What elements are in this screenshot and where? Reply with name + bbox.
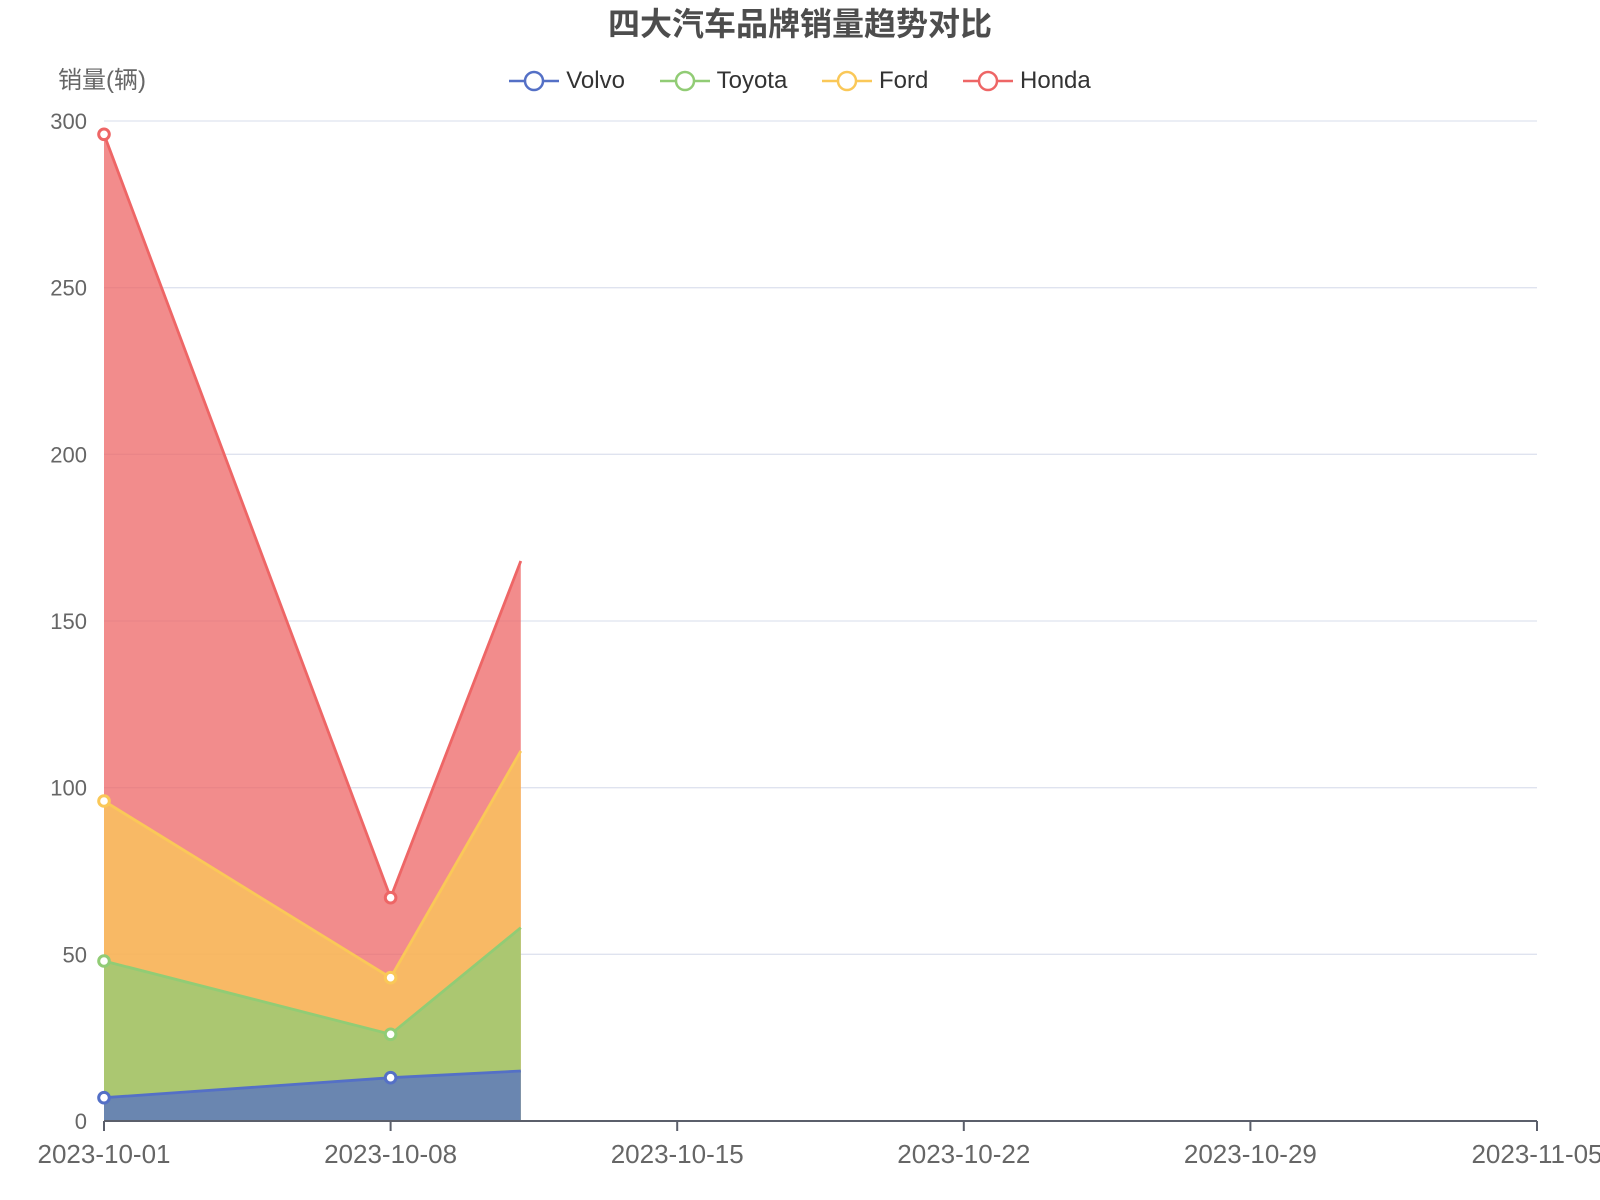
svg-text:250: 250	[50, 276, 87, 301]
svg-text:100: 100	[50, 776, 87, 801]
svg-text:2023-11-05: 2023-11-05	[1471, 1139, 1600, 1169]
svg-text:2023-10-15: 2023-10-15	[611, 1139, 744, 1169]
svg-text:2023-10-08: 2023-10-08	[324, 1139, 457, 1169]
svg-text:150: 150	[50, 609, 87, 634]
svg-text:2023-10-22: 2023-10-22	[897, 1139, 1030, 1169]
svg-text:300: 300	[50, 109, 87, 134]
svg-text:2023-10-29: 2023-10-29	[1184, 1139, 1317, 1169]
svg-text:2023-10-01: 2023-10-01	[38, 1139, 171, 1169]
svg-text:0: 0	[75, 1109, 87, 1134]
svg-text:50: 50	[63, 942, 87, 967]
svg-text:200: 200	[50, 442, 87, 467]
